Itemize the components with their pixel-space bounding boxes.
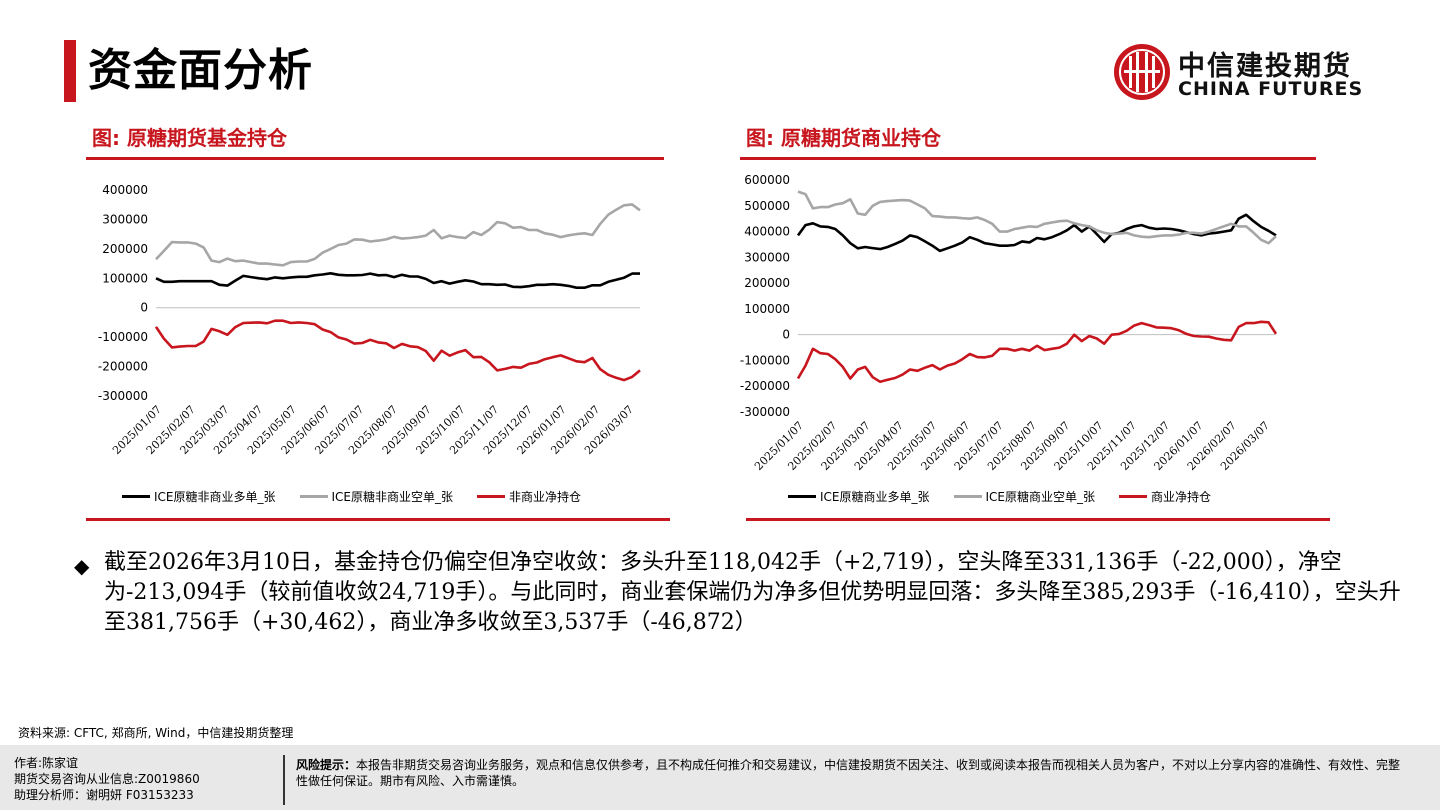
footer-author-block: 作者:陈家谊 期货交易咨询从业信息:Z0019860 助理分析师：谢明妍 F03… [14,755,200,803]
y-tick-label: 500000 [744,199,790,213]
y-tick-label: 400000 [744,225,790,239]
legend-label: ICE原糖非商业多单_张 [154,490,276,504]
analysis-text: 截至2026年3月10日，基金持仓仍偏空但净空收敛：多头升至118,042手（+… [104,550,1401,635]
series-line-1 [797,190,1277,245]
page-title: 资金面分析 [88,45,313,96]
logo-name-en: CHINA FUTURES [1178,78,1364,100]
y-tick-label: 0 [140,301,148,315]
y-tick-label: 100000 [744,302,790,316]
series-line-0 [796,213,1277,253]
chart-title-commercial: 图: 原糖期货商业持仓 [746,126,941,150]
legend-label: ICE原糖商业空单_张 [985,490,1096,504]
risk-label: 风险提示： [296,758,357,772]
legend-swatch [1119,495,1148,498]
footer-divider [283,755,285,805]
legend-item: 非商业净持仓 [477,488,581,505]
company-logo: 中信建投期货 CHINA FUTURES [1112,40,1382,104]
chart-title-rule [86,157,664,160]
y-tick-label: -100000 [740,353,790,367]
risk-disclaimer: 风险提示：本报告非期货交易咨询业务服务，观点和信息仅供参考，且不构成任何推介和交… [296,757,1406,789]
author-license: 期货交易咨询从业信息:Z0019860 [14,772,200,786]
legend-item: ICE原糖商业多单_张 [788,488,930,505]
y-tick-label: 0 [782,328,790,342]
risk-text: 本报告非期货交易咨询业务服务，观点和信息仅供参考，且不构成任何推介和交易建议，中… [296,758,1401,788]
assistant-analyst: 助理分析师：谢明妍 F03153233 [14,788,194,802]
y-tick-label: 200000 [744,276,790,290]
legend-swatch [953,495,982,498]
chart-bottom-rule [746,518,1330,521]
author-name: 作者:陈家谊 [14,756,79,770]
legend-label: ICE原糖商业多单_张 [820,490,930,504]
y-tick-label: -300000 [740,405,790,419]
y-tick-label: -200000 [98,360,148,374]
y-tick-label: -300000 [98,389,148,403]
legend-swatch [122,495,150,498]
y-tick-label: -100000 [98,330,148,344]
chart-bottom-rule [86,518,670,521]
y-tick-label: 300000 [102,212,148,226]
series-line-2 [154,319,641,382]
y-tick-label: 300000 [744,250,790,264]
footer: 作者:陈家谊 期货交易咨询从业信息:Z0019860 助理分析师：谢明妍 F03… [0,745,1440,810]
legend-label: ICE原糖非商业空单_张 [331,490,454,504]
source-note: 资料来源: CFTC, 郑商所, Wind，中信建投期货整理 [18,726,294,740]
y-tick-label: 600000 [744,173,790,187]
chart-title-fund: 图: 原糖期货基金持仓 [92,126,287,150]
legend-item: ICE原糖非商业空单_张 [299,488,454,505]
legend-label: 非商业净持仓 [509,490,582,504]
legend-swatch [477,495,506,498]
chart-title-rule [740,157,1316,160]
y-tick-label: -200000 [740,379,790,393]
logo-emblem-icon [1114,44,1170,100]
series-line-1 [155,203,641,267]
legend-fund: ICE原糖非商业多单_张 ICE原糖非商业空单_张 非商业净持仓 [122,488,581,505]
legend-label: 商业净持仓 [1151,490,1212,504]
legend-commercial: ICE原糖商业多单_张 ICE原糖商业空单_张 商业净持仓 [788,488,1211,505]
chart-fund-positions: 400000 300000 200000 100000 0 -100000 -200000 -… [98,183,641,457]
y-tick-label: 400000 [102,183,148,197]
series-line-0 [155,272,640,289]
legend-item: ICE原糖商业空单_张 [953,488,1096,505]
legend-item: 商业净持仓 [1119,488,1211,505]
legend-item: ICE原糖非商业多单_张 [122,488,276,505]
y-tick-label: 200000 [102,242,148,256]
logo-name-cn: 中信建投期货 [1178,51,1352,82]
y-tick-label: 100000 [102,271,148,285]
chart-commercial-positions: 600000 500000 400000 300000 200000 100000 0 -10… [740,173,1278,473]
title-accent-bar [64,40,76,102]
series-line-2 [796,320,1278,384]
bullet-diamond-icon: ◆ [74,554,90,578]
legend-swatch [788,495,816,498]
legend-swatch [299,495,328,498]
